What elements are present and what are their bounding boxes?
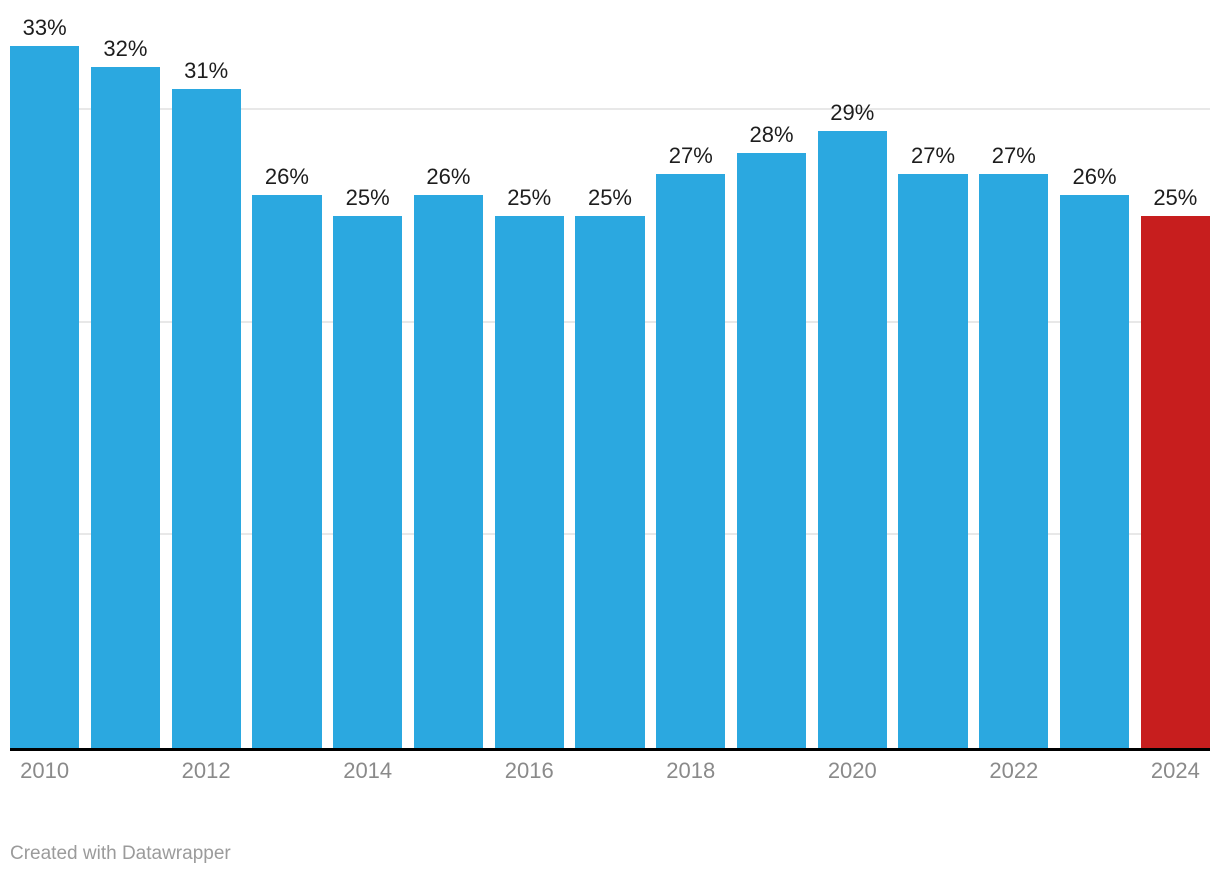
bar-2013: 26%	[252, 166, 322, 748]
bar-2011: 32%	[90, 38, 161, 748]
bar-value-label-2016: 25%	[507, 185, 552, 211]
bar-value-label-2023: 26%	[1072, 164, 1117, 190]
bar-value-label-2013: 26%	[264, 164, 309, 190]
bar-2020: 29%	[817, 102, 887, 748]
bar-value-label-2021: 27%	[911, 142, 956, 168]
bar-value-label-2012: 31%	[184, 57, 229, 83]
x-tick-label-2016: 2016	[504, 758, 554, 783]
x-tick-label-2024: 2024	[1150, 758, 1200, 783]
bar-2017: 25%	[575, 187, 645, 748]
bar-2022: 27%	[979, 144, 1049, 748]
gridline-30	[10, 107, 1210, 110]
bar-2010: 33%	[10, 17, 80, 748]
bar-value-label-2024: 25%	[1153, 185, 1198, 211]
x-tick-label-2020: 2020	[827, 758, 877, 783]
bar-2015: 26%	[413, 166, 484, 748]
datawrapper-credit-link[interactable]: Created with Datawrapper	[10, 843, 231, 864]
chart-footer: Created with Datawrapper	[10, 843, 1220, 865]
bar-2021: 27%	[898, 144, 968, 748]
bar-2023: 26%	[1059, 166, 1130, 748]
bar-chart: 33% 32% 31% 26% 25% 26% 25% 25% 27% 28% 29% 27% 27% 2…	[10, 0, 1210, 795]
x-tick-label-2022: 2022	[989, 758, 1039, 783]
bar-value-label-2011: 32%	[103, 36, 148, 62]
bar-value-label-2020: 29%	[830, 100, 875, 126]
bar-2014: 25%	[333, 187, 403, 748]
x-tick-label-2014: 2014	[343, 758, 393, 783]
plot-area: 33% 32% 31% 26% 25% 26% 25% 25% 27% 28% 29% 27% 27% 2…	[10, 0, 1210, 751]
bar-2012: 31%	[171, 59, 241, 748]
bar-value-label-2015: 26%	[426, 164, 471, 190]
bar-value-label-2022: 27%	[991, 142, 1036, 168]
bar-2019: 28%	[736, 123, 807, 748]
bar-value-label-2014: 25%	[345, 185, 390, 211]
bar-value-label-2018: 27%	[668, 142, 713, 168]
x-axis: 2010 2012 2014 2016 2018 2020 2022 2024	[10, 751, 1210, 795]
bar-2024: 25%	[1140, 187, 1210, 748]
bars-container: 33% 32% 31% 26% 25% 26% 25% 25% 27% 28% 29% 27% 27% 2…	[10, 0, 1210, 748]
bar-2016: 25%	[494, 187, 564, 748]
x-tick-label-2010: 2010	[20, 758, 70, 783]
x-tick-label-2018: 2018	[666, 758, 716, 783]
bar-value-label-2010: 33%	[22, 15, 67, 41]
x-tick-label-2012: 2012	[181, 758, 231, 783]
bar-2018: 27%	[656, 144, 726, 748]
bar-value-label-2019: 28%	[749, 121, 794, 147]
bar-value-label-2017: 25%	[587, 185, 633, 211]
